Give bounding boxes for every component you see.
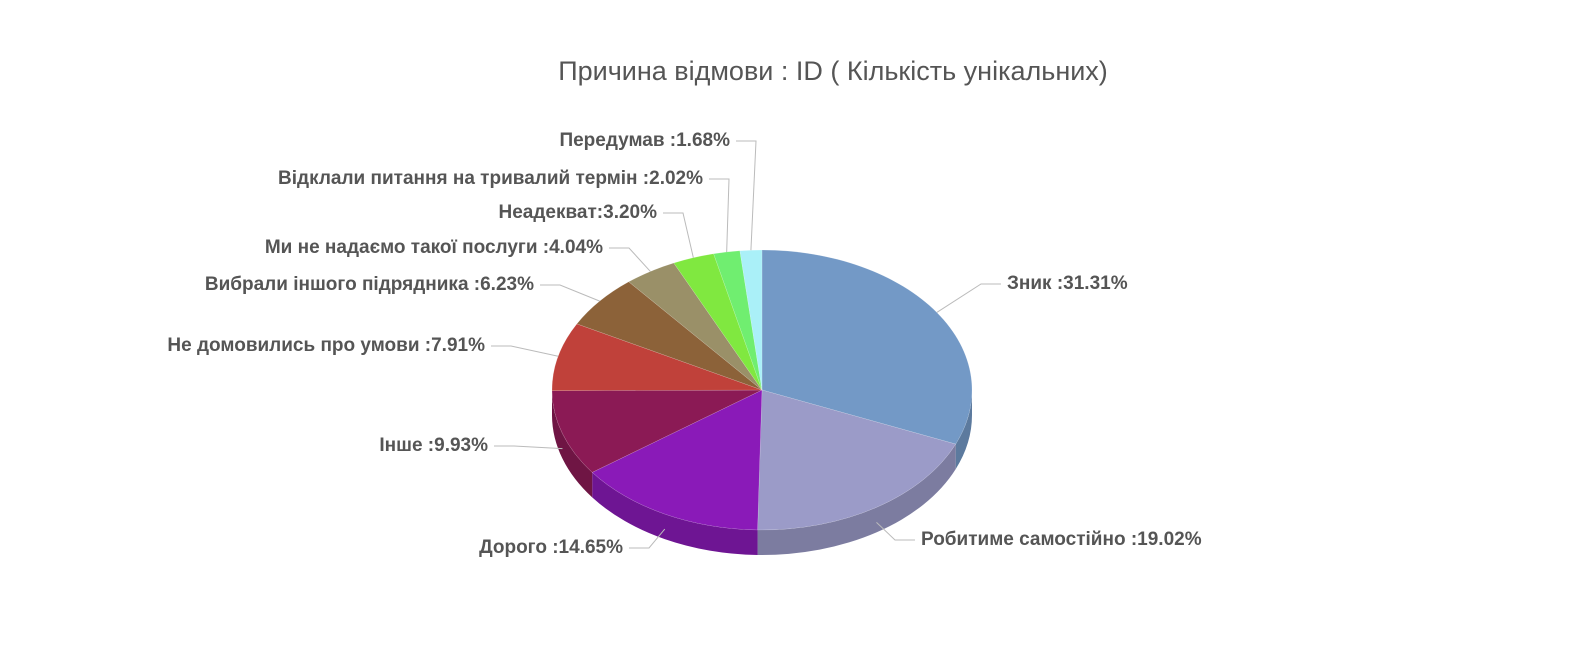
slice	[551, 323, 763, 391]
leader-line	[936, 283, 1001, 313]
slice	[576, 281, 763, 391]
leader-line	[494, 445, 563, 450]
slice-side	[955, 390, 972, 470]
slice	[757, 389, 957, 531]
slice-side	[757, 444, 956, 556]
data-label: Ми не надаємо такої послуги :4.04%	[265, 237, 603, 258]
data-label: Зник :31.31%	[1007, 273, 1128, 294]
slice	[551, 389, 763, 473]
slice-side	[552, 390, 593, 498]
leader-line	[709, 178, 730, 253]
data-label: Відклали питання на тривалий термін :2.0…	[278, 168, 703, 189]
data-label: Робитиме самостійно :19.02%	[921, 529, 1202, 550]
slice	[628, 262, 763, 391]
slice	[591, 389, 763, 531]
data-label: Вибрали іншого підрядника :6.23%	[205, 274, 534, 295]
data-label: Не домовились про умови :7.91%	[167, 335, 485, 356]
leader-line	[876, 522, 915, 541]
chart-title: Причина відмови : ID ( Кількість унікаль…	[558, 56, 1108, 86]
slice	[673, 253, 763, 391]
leader-line	[736, 140, 757, 251]
data-label: Передумав :1.68%	[559, 130, 730, 151]
slice	[761, 249, 973, 445]
leader-line	[609, 247, 651, 272]
leader-line	[491, 345, 559, 357]
slice-side	[592, 472, 758, 555]
leader-line	[629, 528, 666, 549]
data-label: Дорого :14.65%	[479, 537, 623, 558]
data-label: Неадекват:3.20%	[499, 202, 658, 223]
leader-line	[540, 284, 600, 302]
leader-line	[663, 212, 694, 258]
data-label: Інше :9.93%	[379, 435, 488, 456]
